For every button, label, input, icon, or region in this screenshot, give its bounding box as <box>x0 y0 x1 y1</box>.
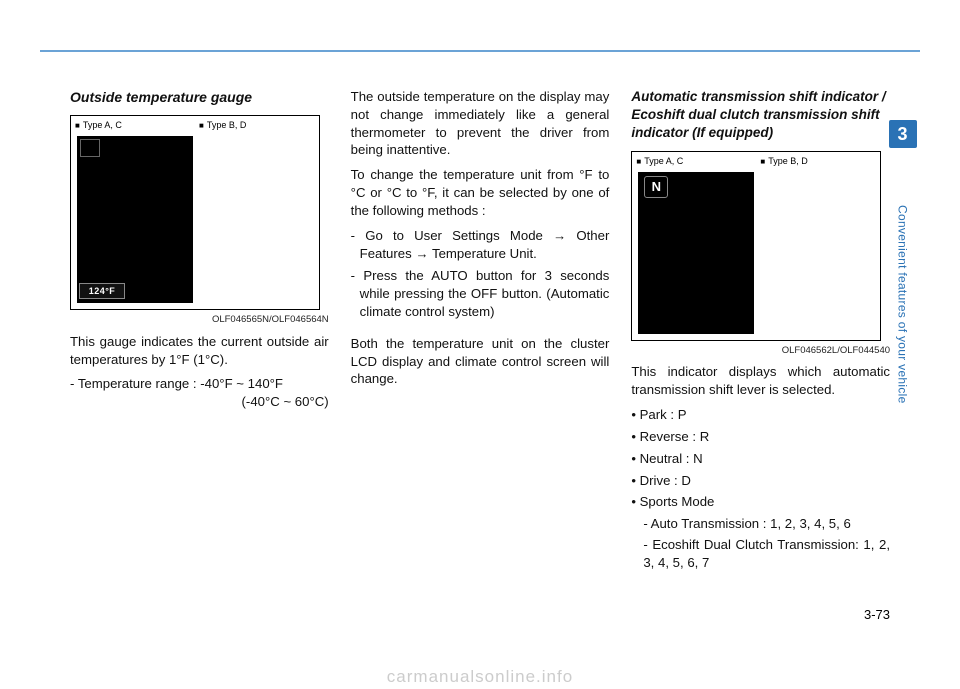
figure-shift-indicator: Type A, C Type B, D N <box>631 151 881 341</box>
col1-range-line1: - Temperature range : -40°F ~ 140°F <box>70 375 329 393</box>
content-columns: Outside temperature gauge Type A, C Type… <box>70 88 890 575</box>
col2-dash1: - Go to User Settings Mode → Other Featu… <box>351 227 610 263</box>
sports-sub-auto: - Auto Transmission : 1, 2, 3, 4, 5, 6 <box>631 515 890 533</box>
gauge-display-panel: 124°F <box>77 136 193 303</box>
fig2-label-type-ac: Type A, C <box>632 152 756 170</box>
temp-readout: 124°F <box>79 283 125 299</box>
column-1: Outside temperature gauge Type A, C Type… <box>70 88 329 575</box>
figure-type-labels: Type A, C Type B, D <box>71 116 319 134</box>
gear-indicator: N <box>644 176 668 198</box>
fig-label-type-bd: Type B, D <box>195 116 319 134</box>
fig2-caption: OLF046562L/OLF044540 <box>631 345 890 358</box>
chapter-title: Convenient features of your vehicle <box>896 154 910 454</box>
col1-para1: This gauge indicates the current outside… <box>70 333 329 369</box>
col2-dash2: - Press the AUTO button for 3 seconds wh… <box>351 267 610 320</box>
fig1-caption: OLF046565N/OLF046564N <box>70 314 329 327</box>
col1-heading: Outside temperature gauge <box>70 88 329 107</box>
temp-small-box <box>80 139 100 157</box>
top-rule <box>40 50 920 52</box>
col2-para2: To change the temperature unit from °F t… <box>351 166 610 219</box>
shift-display-panel: N <box>638 172 754 334</box>
gear-sports: Sports Mode <box>631 493 890 511</box>
col2-para1: The outside temperature on the display m… <box>351 88 610 159</box>
col2-para3: Both the temperature unit on the cluster… <box>351 335 610 388</box>
chapter-number: 3 <box>889 120 917 148</box>
gear-drive: Drive : D <box>631 472 890 490</box>
watermark: carmanualsonline.info <box>0 667 960 687</box>
manual-page: Outside temperature gauge Type A, C Type… <box>40 40 920 650</box>
sports-sub-ecoshift: - Ecoshift Dual Clutch Transmission: 1, … <box>631 536 890 572</box>
gear-neutral: Neutral : N <box>631 450 890 468</box>
col1-range-line2: (-40°C ~ 60°C) <box>70 393 329 411</box>
chapter-side-tab: 3 Convenient features of your vehicle <box>885 120 920 454</box>
col3-para1: This indicator displays which automatic … <box>631 363 890 399</box>
figure-type-labels-2: Type A, C Type B, D <box>632 152 880 170</box>
col3-heading: Automatic transmission shift indicator /… <box>631 88 890 143</box>
fig2-label-type-bd: Type B, D <box>756 152 880 170</box>
gear-reverse: Reverse : R <box>631 428 890 446</box>
figure-temp-gauge: Type A, C Type B, D 124°F <box>70 115 320 310</box>
column-3: Automatic transmission shift indicator /… <box>631 88 890 575</box>
gear-park: Park : P <box>631 406 890 424</box>
gear-list: Park : P Reverse : R Neutral : N Drive :… <box>631 406 890 511</box>
fig-label-type-ac: Type A, C <box>71 116 195 134</box>
column-2: The outside temperature on the display m… <box>351 88 610 575</box>
page-number: 3-73 <box>864 607 890 622</box>
